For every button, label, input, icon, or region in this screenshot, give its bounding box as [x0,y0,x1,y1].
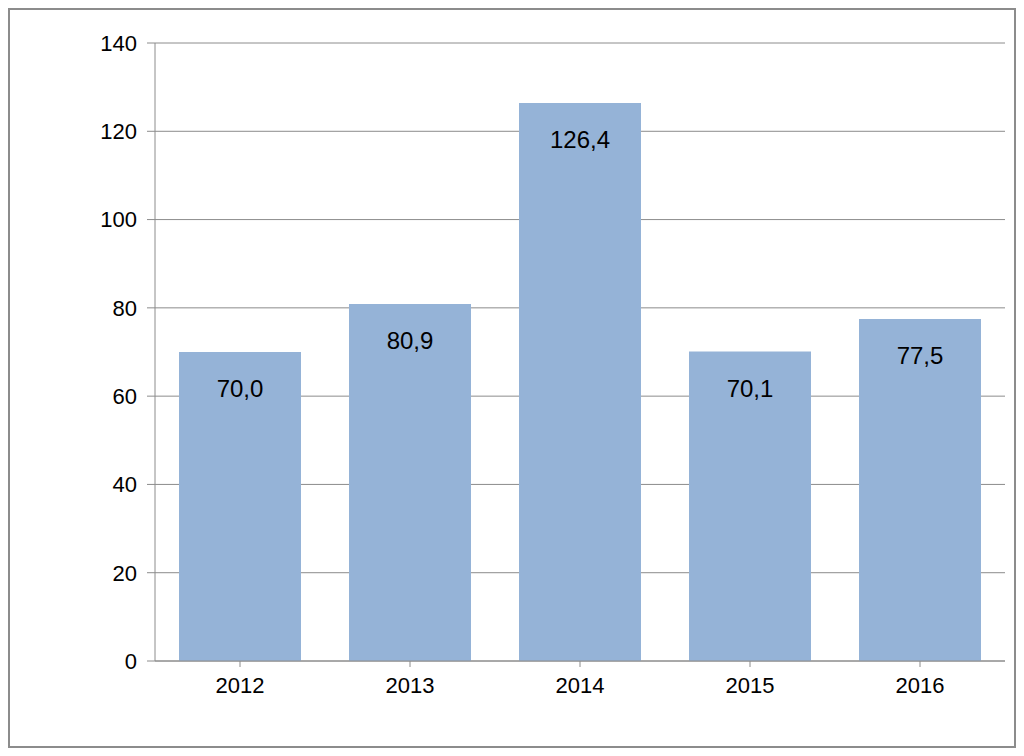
svg-text:70,0: 70,0 [217,375,264,402]
svg-text:140: 140 [100,31,137,56]
svg-text:100: 100 [100,207,137,232]
svg-text:2015: 2015 [726,673,775,698]
svg-text:126,4: 126,4 [550,126,610,153]
svg-text:2014: 2014 [556,673,605,698]
svg-text:80,9: 80,9 [387,327,434,354]
svg-text:2013: 2013 [386,673,435,698]
svg-text:77,5: 77,5 [897,342,944,369]
svg-text:2016: 2016 [896,673,945,698]
svg-text:2012: 2012 [216,673,265,698]
svg-text:80: 80 [113,296,137,321]
svg-text:0: 0 [125,649,137,674]
svg-text:60: 60 [113,384,137,409]
svg-text:120: 120 [100,119,137,144]
svg-text:70,1: 70,1 [727,375,774,402]
svg-text:20: 20 [113,561,137,586]
svg-text:40: 40 [113,472,137,497]
